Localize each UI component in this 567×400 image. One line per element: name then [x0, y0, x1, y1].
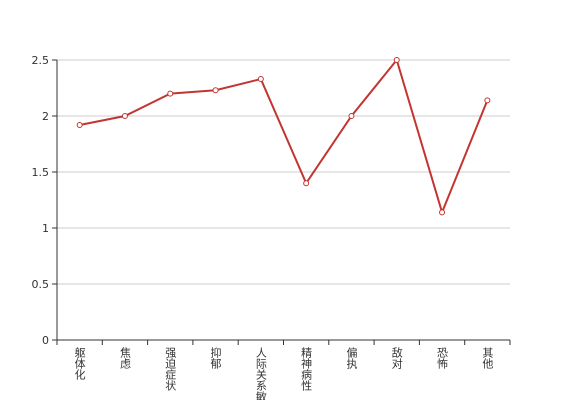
- x-tick-label: 焦虑: [118, 347, 131, 369]
- point: [303, 180, 310, 187]
- point: [76, 121, 83, 128]
- x-tick-label: 人际关系敏感: [254, 347, 267, 400]
- point: [393, 57, 400, 63]
- point: [439, 209, 446, 216]
- x-tick-label: 强迫症状: [164, 347, 177, 391]
- x-tick-label: 躯体化: [73, 347, 86, 381]
- x-tick-label: 精神病性: [300, 347, 313, 392]
- y-tick-label: 0.5: [32, 278, 50, 291]
- y-tick-label: 1: [42, 222, 49, 235]
- x-tick-label: 偏执: [345, 346, 358, 370]
- point: [212, 87, 219, 94]
- point: [167, 90, 174, 97]
- x-tick-label: 抑郁: [209, 346, 222, 369]
- x-tick-label: 敌对: [390, 346, 403, 369]
- line: [79, 57, 489, 216]
- y-tick-label: 2: [42, 110, 49, 123]
- point: [121, 113, 128, 119]
- point: [348, 113, 355, 119]
- point: [257, 76, 264, 83]
- y-tick-label: 1.5: [32, 166, 50, 179]
- point: [484, 97, 491, 104]
- x-tick-label: 恐怖: [436, 347, 449, 369]
- y-tick-label: 0: [42, 334, 49, 347]
- y-tick-label: 2.5: [32, 54, 50, 67]
- x-tick-label: 其他: [481, 347, 494, 369]
